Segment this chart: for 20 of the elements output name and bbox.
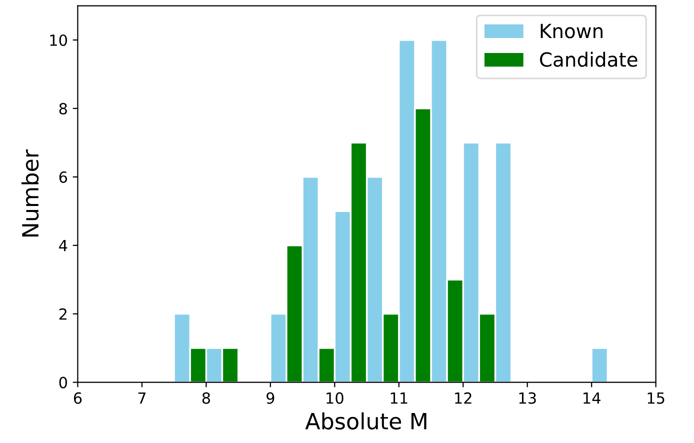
x-axis-title: Absolute M <box>305 412 426 430</box>
y-axis-title: Number <box>22 149 39 236</box>
x-tick-label: 12 <box>455 392 472 404</box>
y-tick-label: 0 <box>59 376 67 388</box>
x-tick-label: 13 <box>519 392 536 404</box>
y-tick-label: 2 <box>59 308 66 320</box>
legend-label: Known <box>540 24 602 38</box>
x-tick-label: 15 <box>648 392 664 404</box>
legend-label: Candidate <box>540 52 638 67</box>
y-tick-label: 4 <box>59 240 68 252</box>
x-tick-label: 9 <box>266 392 274 404</box>
y-tick-label: 6 <box>59 171 68 183</box>
x-tick-label: 6 <box>74 392 82 404</box>
x-tick-label: 10 <box>326 392 344 404</box>
x-tick-label: 7 <box>138 392 146 404</box>
y-tick-label: 10 <box>50 34 67 46</box>
y-tick-label: 8 <box>59 102 67 114</box>
x-tick-label: 14 <box>584 392 600 404</box>
x-tick-label: 8 <box>202 392 210 404</box>
x-tick-label: 11 <box>390 392 408 404</box>
